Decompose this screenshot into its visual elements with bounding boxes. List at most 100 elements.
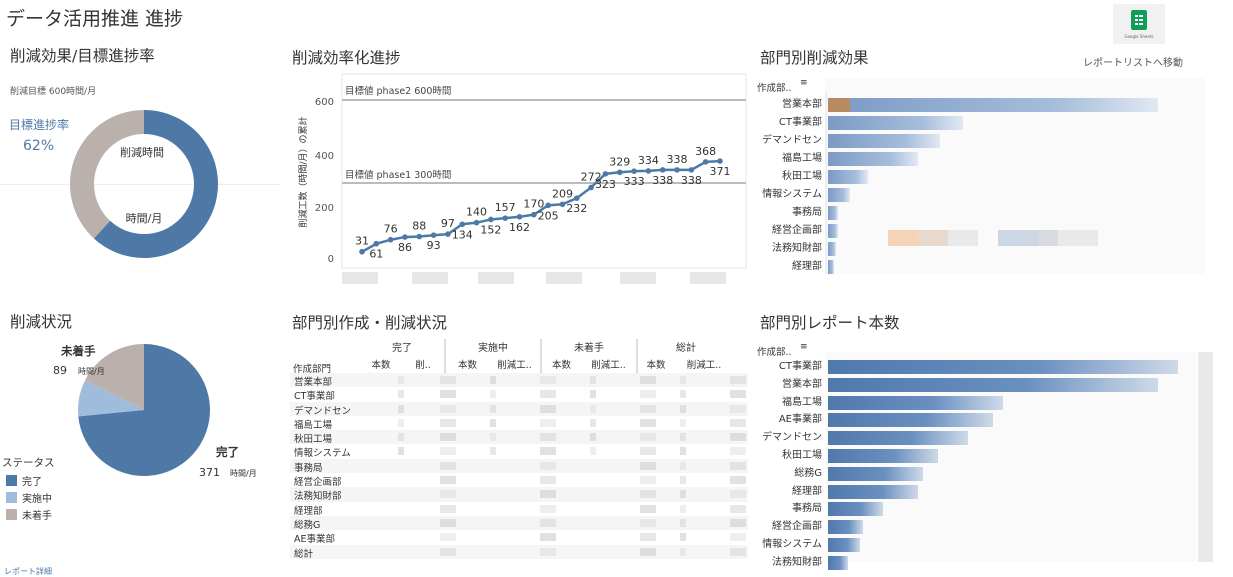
notstarted-value: 89: [53, 364, 67, 377]
trend-point: [488, 216, 494, 223]
blurred-cell: [680, 418, 686, 427]
blurred-cell: [640, 404, 656, 413]
dept-effect-header[interactable]: 作成部..: [757, 83, 792, 94]
blurred-cell: [590, 404, 596, 413]
dept-effect-label[interactable]: CT事業部: [778, 117, 822, 128]
trend-label: 97: [441, 217, 455, 230]
status-panel-title: 削減状況: [10, 313, 73, 331]
dept-effect-bar: [828, 116, 963, 130]
blurred-cell: [730, 490, 746, 499]
report-count-label[interactable]: 総務G: [794, 467, 822, 479]
table-row-label: 経理部: [294, 505, 323, 517]
table-subheader[interactable]: 削減工..: [591, 360, 626, 371]
blurred-cell: [540, 433, 556, 442]
trend-point: [373, 240, 380, 247]
trend-label: 93: [427, 239, 441, 252]
dept-effect-label[interactable]: 経営企画部: [772, 225, 822, 236]
report-list-link[interactable]: レポートリストへ移動: [1083, 58, 1183, 69]
table-subheader[interactable]: 本数: [646, 360, 666, 371]
report-count-label[interactable]: CT事業部: [778, 361, 822, 372]
trend-panel-title: 削減効率化進捗: [292, 49, 401, 67]
dept-effect-label[interactable]: デマンドセン: [762, 135, 822, 146]
report-count-label[interactable]: AE事業部: [778, 414, 822, 426]
report-count-bar: [828, 395, 1003, 410]
blurred-cell: [730, 418, 746, 427]
report-count-label[interactable]: 経営企画部: [772, 521, 822, 533]
dept-effect-label[interactable]: 秋田工場: [782, 171, 822, 182]
table-row-label: 総務G: [294, 519, 321, 531]
trend-label: 88: [412, 220, 426, 233]
blurred-cell: [540, 418, 556, 427]
pie-slice-notstarted: [84, 344, 144, 410]
trend-chart: 削減工数（時間/月）の累計 0 200 400 600 目標値 phase2 6…: [297, 73, 747, 284]
report-count-header[interactable]: 作成部..: [757, 347, 792, 358]
blurred-cell: [490, 404, 496, 413]
dept-effect-label[interactable]: 福島工場: [782, 153, 822, 164]
table-subheader[interactable]: 本数: [371, 360, 391, 371]
report-count-label[interactable]: デマンドセン: [762, 432, 822, 444]
table-subheader[interactable]: 削..: [415, 360, 431, 371]
table-subheader[interactable]: 本数: [551, 360, 571, 371]
report-count-label[interactable]: 法務知財部: [772, 556, 822, 568]
blurred-cell: [490, 433, 496, 442]
dept-effect-label[interactable]: 法務知財部: [772, 243, 822, 254]
blurred-cell: [540, 490, 556, 499]
table-row-label: デマンドセン: [294, 405, 352, 417]
status-pie: [77, 344, 211, 476]
sort-icon[interactable]: ≡: [800, 78, 808, 88]
trend-point: [574, 195, 580, 201]
legend-swatch: [6, 509, 17, 520]
table-subheader[interactable]: 削減工..: [686, 360, 722, 371]
report-count-label[interactable]: 福島工場: [782, 396, 822, 408]
dept-effect-label[interactable]: 経理部: [792, 261, 822, 272]
report-count-label[interactable]: 情報システム: [762, 538, 822, 550]
legend-title: ステータス: [2, 457, 55, 469]
blurred-cell: [680, 547, 686, 556]
report-count-label[interactable]: 経理部: [792, 485, 822, 497]
blurred-cell: [680, 476, 686, 485]
blurred-cell: [640, 504, 656, 513]
blurred-cell: [440, 447, 456, 456]
blurred-cell: [680, 461, 686, 470]
group-inprogress: 実施中: [478, 343, 508, 354]
blurred-cell: [590, 447, 596, 456]
dept-table-panel-title: 部門別作成・削減状況: [292, 314, 448, 332]
dept-effect-label[interactable]: 事務局: [792, 207, 822, 218]
blurred-cell: [640, 461, 656, 470]
blurred-cell: [540, 390, 556, 399]
legend-item-inprogress[interactable]: 実施中: [6, 489, 52, 506]
blurred-cell: [440, 376, 456, 384]
blurred-cell: [680, 376, 686, 384]
report-count-label[interactable]: 事務局: [792, 503, 822, 515]
footer-link[interactable]: レポート詳細: [4, 567, 52, 576]
trend-point: [402, 234, 408, 240]
dept-effect-bar: [828, 260, 834, 274]
trend-label: 31: [355, 235, 369, 248]
dept-effect-bar: [828, 134, 940, 148]
legend-item-done[interactable]: 完了: [6, 472, 52, 489]
table-row: 経理部: [290, 501, 748, 517]
progress-rate-value: 62%: [23, 138, 55, 154]
dept-effect-label[interactable]: 営業本部: [782, 99, 822, 110]
trend-point: [416, 233, 423, 240]
group-total: 総計: [676, 343, 696, 354]
blurred-cell: [730, 476, 746, 485]
dept-effect-bar-accent: [828, 98, 850, 112]
ytick-200: 200: [315, 203, 334, 214]
table-subheader[interactable]: 本数: [457, 360, 477, 371]
sort-icon[interactable]: ≡: [800, 342, 808, 352]
table-row-label: 情報システム: [294, 448, 351, 460]
table-subheader[interactable]: 削減工..: [497, 360, 532, 371]
legend-item-notstarted[interactable]: 未着手: [6, 506, 52, 523]
report-count-label[interactable]: 営業本部: [782, 378, 822, 390]
dept-effect-label[interactable]: 情報システム: [762, 189, 822, 200]
dept-effect-bar: [828, 152, 918, 166]
progress-rate-label: 目標進捗率: [9, 118, 70, 132]
blurred-cell: [640, 447, 656, 456]
report-count-scrollbar[interactable]: [1198, 352, 1213, 562]
report-count-label[interactable]: 秋田工場: [782, 449, 822, 461]
table-row-label: 事務局: [294, 462, 323, 474]
trend-label: 152: [480, 223, 501, 236]
dept-effect-labels: 営業本部 CT事業部デマンドセン福島工場秋田工場情報システム事務局経営企画部法務知…: [700, 96, 822, 276]
report-list-link-button[interactable]: Google Sheets: [1113, 4, 1165, 44]
